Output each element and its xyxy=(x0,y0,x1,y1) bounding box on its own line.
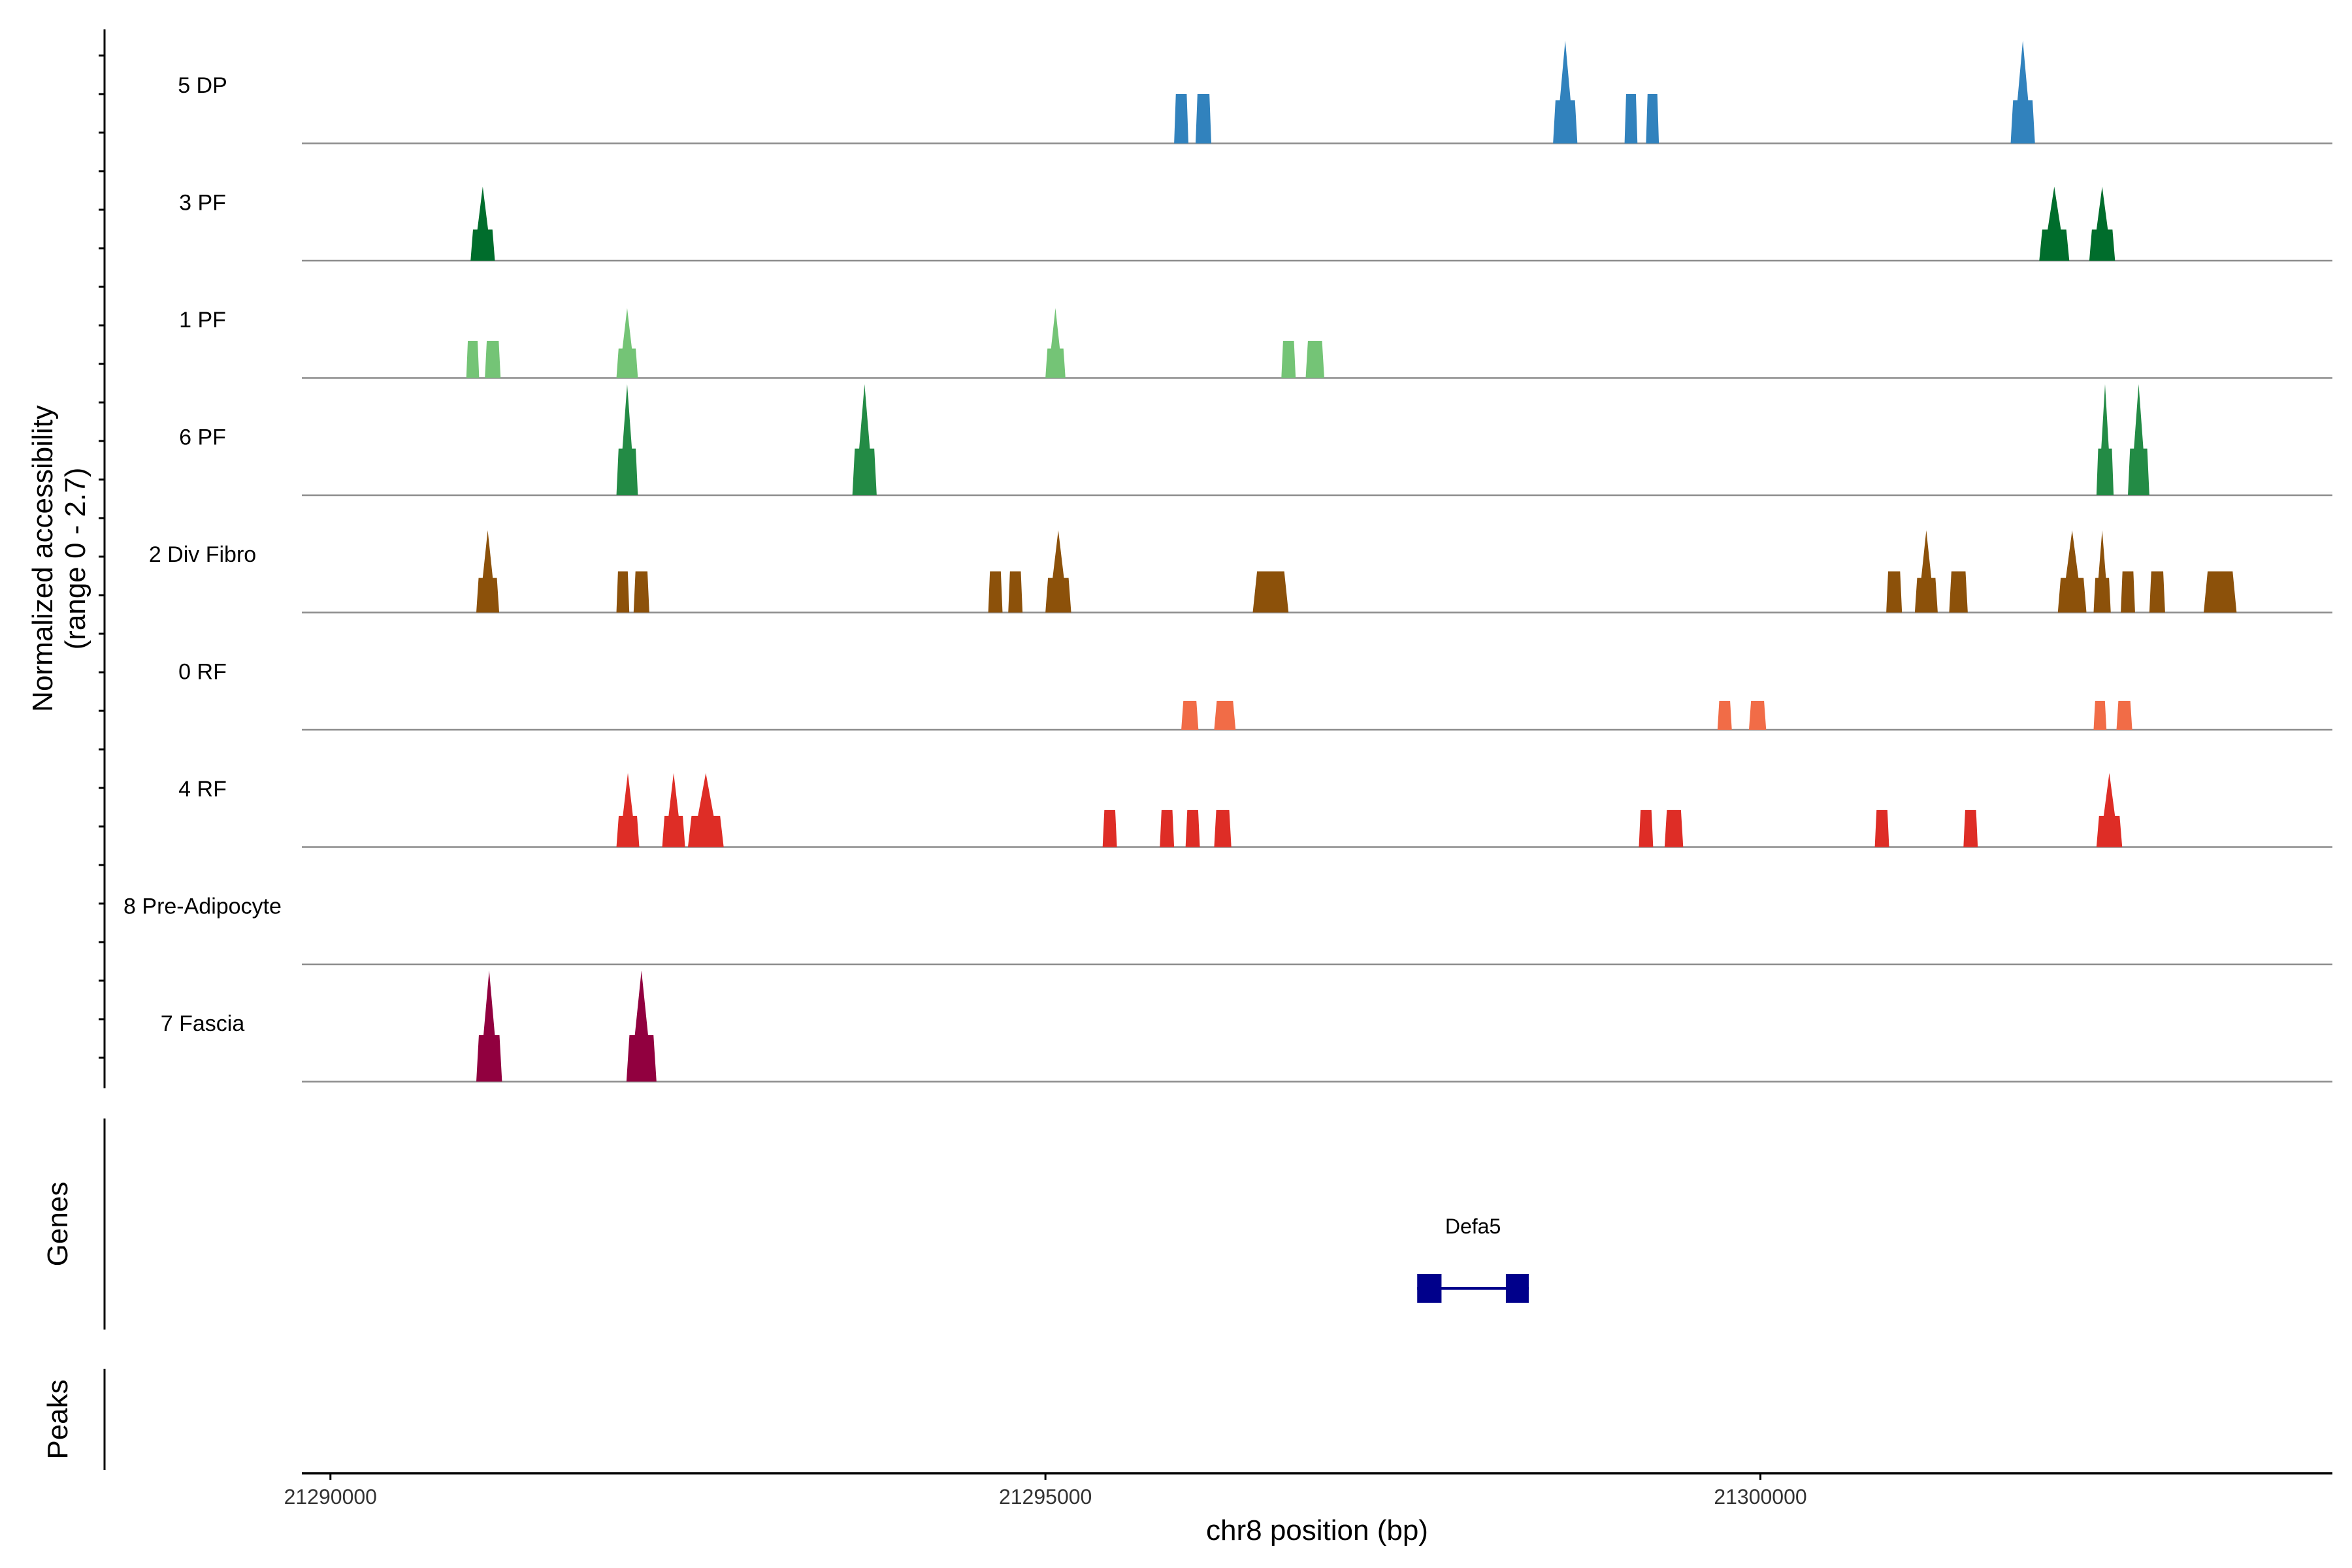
track-7: 8 Pre-Adipocyte xyxy=(123,894,2332,966)
coverage-peak xyxy=(2096,384,2114,495)
coverage-peak xyxy=(616,571,630,613)
coverage-peak xyxy=(2128,384,2149,495)
track-label: 2 Div Fibro xyxy=(149,542,256,567)
track-6: 4 RF xyxy=(178,773,2332,848)
coverage-peak xyxy=(2093,700,2107,730)
track-label: 6 PF xyxy=(179,425,226,449)
coverage-peak xyxy=(2089,186,2115,261)
coverage-peak xyxy=(476,970,502,1082)
coverage-peak xyxy=(1886,571,1903,613)
coverage-peak xyxy=(1160,809,1175,847)
coverage-peak xyxy=(1281,340,1296,378)
track-1: 3 PF xyxy=(179,186,2332,262)
track-label: 0 RF xyxy=(178,659,227,684)
coverage-peak xyxy=(2093,530,2111,613)
genes-panel-title: Genes xyxy=(42,1182,74,1267)
genes-panel: Defa5 xyxy=(103,1119,1529,1330)
coverage-peak xyxy=(1963,809,1978,847)
coverage-peak xyxy=(1045,308,1066,378)
coverage-peak xyxy=(616,308,638,378)
coverage-peak xyxy=(1102,809,1117,847)
track-2: 1 PF xyxy=(179,308,2332,379)
coverage-peak xyxy=(1181,700,1199,730)
coverage-tracks: 5 DP 3 PF 1 PF 6 PF 2 Div Fibro 0 RF 4 RF 8 Pre… xyxy=(123,41,2332,1083)
coverage-peak xyxy=(1874,809,1889,847)
coverage-peak xyxy=(1664,809,1684,847)
coverage-peak xyxy=(988,571,1003,613)
track-label: 3 PF xyxy=(179,190,226,215)
track-label: 5 DP xyxy=(178,73,227,98)
coverage-peak xyxy=(2096,773,2123,847)
coverage-peak xyxy=(2039,186,2070,261)
coverage-peak xyxy=(1185,809,1200,847)
coverage-peak xyxy=(2149,571,2165,613)
gene-defa5: Defa5 xyxy=(1417,1215,1529,1303)
coverage-peak xyxy=(470,186,495,261)
track-label: 8 Pre-Adipocyte xyxy=(123,894,282,919)
peaks-panel-title: Peaks xyxy=(42,1379,74,1459)
coverage-peak xyxy=(2121,571,2135,613)
x-tick-label: 21290000 xyxy=(284,1485,377,1509)
gene-exon xyxy=(1505,1274,1529,1303)
track-8: 7 Fascia xyxy=(161,970,2332,1083)
coverage-peak xyxy=(1214,809,1232,847)
coverage-peak xyxy=(1748,700,1767,730)
coverage-peak xyxy=(616,384,638,495)
accessibility-y-axis xyxy=(99,29,106,1088)
coverage-peak xyxy=(687,773,724,847)
coverage-peak xyxy=(616,773,640,847)
coverage-peak xyxy=(1949,571,1968,613)
coverage-peak xyxy=(466,340,480,378)
coverage-peak xyxy=(1639,809,1654,847)
track-label: 7 Fascia xyxy=(161,1011,245,1036)
coverage-peak xyxy=(1214,700,1236,730)
track-label: 4 RF xyxy=(178,777,227,802)
y-axis-title: Normalized accessibility xyxy=(27,405,59,711)
coverage-peak xyxy=(1174,93,1189,144)
track-5: 0 RF xyxy=(178,659,2332,731)
coverage-peak xyxy=(476,530,500,613)
coverage-peak xyxy=(1717,700,1732,730)
x-tick-label: 21300000 xyxy=(1714,1485,1806,1509)
x-axis-title: chr8 position (bp) xyxy=(1206,1514,1428,1546)
coverage-peak xyxy=(1252,571,1289,613)
y-axis-range: (range 0 - 2.7) xyxy=(59,468,91,650)
coverage-peak xyxy=(1646,93,1659,144)
coverage-peak xyxy=(662,773,685,847)
x-tick-label: 21295000 xyxy=(999,1485,1092,1509)
coverage-peak xyxy=(1008,571,1023,613)
coverage-peak xyxy=(1914,530,1938,613)
coverage-peak xyxy=(1624,93,1638,144)
coverage-peak xyxy=(626,970,657,1082)
gene-exon xyxy=(1417,1274,1442,1303)
coverage-peak xyxy=(2204,571,2237,613)
position-x-axis: 21290000 21295000 21300000 xyxy=(284,1472,2332,1509)
track-0: 5 DP xyxy=(178,41,2332,144)
coverage-peak xyxy=(2116,700,2132,730)
coverage-peak xyxy=(1195,93,1212,144)
coverage-peak xyxy=(633,571,649,613)
coverage-peak xyxy=(1305,340,1324,378)
coverage-peak xyxy=(852,384,877,495)
gene-label: Defa5 xyxy=(1445,1215,1501,1238)
track-label: 1 PF xyxy=(179,308,226,333)
coverage-peak xyxy=(2010,41,2035,144)
track-3: 6 PF xyxy=(179,384,2332,497)
track-4: 2 Div Fibro xyxy=(149,530,2332,613)
coverage-peak xyxy=(2057,530,2087,613)
coverage-peak xyxy=(485,340,501,378)
coverage-peak xyxy=(1045,530,1071,613)
coverage-peak xyxy=(1553,41,1578,144)
